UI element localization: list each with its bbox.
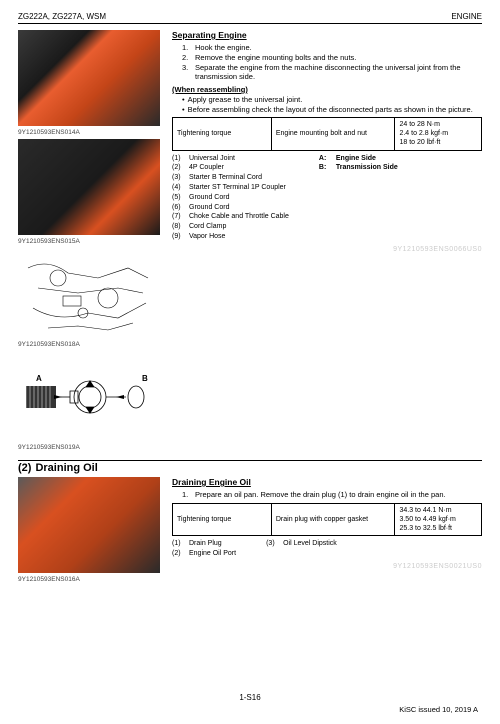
torque-table-1: Tightening torque Engine mounting bolt a… <box>172 117 482 150</box>
figure-1-caption: 9Y1210593ENS014A <box>18 129 166 136</box>
legend-col-left: (1)Universal Joint (2)4P Coupler (3)Star… <box>172 154 289 242</box>
bullet-item: •Before assembling check the layout of t… <box>182 105 482 115</box>
left-column: 9Y1210593ENS014A 9Y1210593ENS015A 9Y1210… <box>18 30 166 454</box>
section-divider: (2) Draining Oil <box>18 460 482 474</box>
watermark-1: 9Y1210593ENS0066US0 <box>172 245 482 254</box>
figure-3-caption: 9Y1210593ENS018A <box>18 341 166 348</box>
step-item: 1.Prepare an oil pan. Remove the drain p… <box>182 490 482 500</box>
step-num: 1. <box>182 43 192 53</box>
table-row: Tightening torque Engine mounting bolt a… <box>173 118 482 150</box>
step-text: Separate the engine from the machine dis… <box>195 63 482 83</box>
torque-values: 24 to 28 N·m 2.4 to 2.8 kgf·m 18 to 20 l… <box>395 118 482 150</box>
reassembling-head: (When reassembling) <box>172 85 482 95</box>
legend-item: A:Engine Side <box>319 154 398 164</box>
torque-val: 2.4 to 2.8 kgf·m <box>399 129 477 138</box>
torque-item: Engine mounting bolt and nut <box>271 118 395 150</box>
torque-val: 18 to 20 lbf·ft <box>399 138 477 147</box>
step-num: 3. <box>182 63 192 83</box>
legend-item: (7)Choke Cable and Throttle Cable <box>172 212 289 222</box>
step-num: 2. <box>182 53 192 63</box>
header-rule <box>18 23 482 24</box>
drain-title: Draining Engine Oil <box>172 477 482 488</box>
legend-1: (1)Universal Joint (2)4P Coupler (3)Star… <box>172 154 482 242</box>
figure-4: A B <box>18 351 160 443</box>
legend-item: (8)Cord Clamp <box>172 222 289 232</box>
figure-1 <box>18 30 160 126</box>
watermark-2: 9Y1210593ENS0021US0 <box>172 562 482 571</box>
legend-col-left: (1)Drain Plug (2)Engine Oil Port <box>172 539 236 559</box>
bullet-dot: • <box>182 95 185 105</box>
legend-item: (2)Engine Oil Port <box>172 549 236 559</box>
torque-values: 34.3 to 44.1 N·m 3.50 to 4.49 kgf·m 25.3… <box>395 503 482 535</box>
header-row: ZG222A, ZG227A, WSM ENGINE <box>18 12 482 21</box>
torque-val: 3.50 to 4.49 kgf·m <box>399 515 477 524</box>
legend-item: (1)Drain Plug <box>172 539 236 549</box>
legend-col-right: (3)Oil Level Dipstick <box>266 539 337 559</box>
step-text: Remove the engine mounting bolts and the… <box>195 53 356 63</box>
legend-col-right: A:Engine Side B:Transmission Side <box>319 154 398 242</box>
reassembling-bullets: •Apply grease to the universal joint. •B… <box>182 95 482 115</box>
legend-item: (4)Starter ST Terminal 1P Coupler <box>172 183 289 193</box>
legend-item: (3)Starter B Terminal Cord <box>172 173 289 183</box>
legend-2: (1)Drain Plug (2)Engine Oil Port (3)Oil … <box>172 539 482 559</box>
section-number: (2) <box>18 462 31 474</box>
bullet-text: Apply grease to the universal joint. <box>188 95 303 105</box>
step-item: 3.Separate the engine from the machine d… <box>182 63 482 83</box>
drain-steps: 1.Prepare an oil pan. Remove the drain p… <box>182 490 482 500</box>
figure-2-caption: 9Y1210593ENS015A <box>18 238 166 245</box>
issue-note: KiSC issued 10, 2019 A <box>399 705 478 714</box>
diagram-label-b: B <box>142 374 148 383</box>
torque-label: Tightening torque <box>173 503 272 535</box>
page: ZG222A, ZG227A, WSM ENGINE 9Y1210593ENS0… <box>0 0 500 724</box>
content-2: 9Y1210593ENS016A Draining Engine Oil 1.P… <box>18 477 482 586</box>
diagram-label-a: A <box>36 374 42 383</box>
step-item: 1.Hook the engine. <box>182 43 482 53</box>
bullet-item: •Apply grease to the universal joint. <box>182 95 482 105</box>
right-column: Separating Engine 1.Hook the engine. 2.R… <box>172 30 482 454</box>
legend-item: (3)Oil Level Dipstick <box>266 539 337 549</box>
table-row: Tightening torque Drain plug with copper… <box>173 503 482 535</box>
step-text: Prepare an oil pan. Remove the drain plu… <box>195 490 446 500</box>
legend-item: (5)Ground Cord <box>172 193 289 203</box>
legend-item: (2)4P Coupler <box>172 163 289 173</box>
torque-item: Drain plug with copper gasket <box>271 503 395 535</box>
legend-item: (1)Universal Joint <box>172 154 289 164</box>
figure-2 <box>18 139 160 235</box>
figure-4-caption: 9Y1210593ENS019A <box>18 444 166 451</box>
legend-item: (6)Ground Cord <box>172 203 289 213</box>
left-column-2: 9Y1210593ENS016A <box>18 477 166 586</box>
legend-item: (9)Vapor Hose <box>172 232 289 242</box>
figure-5 <box>18 477 160 573</box>
line-diagram-2: A B <box>18 351 160 443</box>
separating-title: Separating Engine <box>172 30 482 41</box>
figure-3 <box>18 248 160 340</box>
bullet-dot: • <box>182 105 185 115</box>
page-number: 1-S16 <box>0 693 500 702</box>
bullet-text: Before assembling check the layout of th… <box>188 105 473 115</box>
content: 9Y1210593ENS014A 9Y1210593ENS015A 9Y1210… <box>18 30 482 454</box>
torque-label: Tightening torque <box>173 118 272 150</box>
torque-val: 25.3 to 32.5 lbf·ft <box>399 524 477 533</box>
torque-val: 24 to 28 N·m <box>399 120 477 129</box>
header-left: ZG222A, ZG227A, WSM <box>18 12 106 21</box>
legend-item: B:Transmission Side <box>319 163 398 173</box>
right-column-2: Draining Engine Oil 1.Prepare an oil pan… <box>172 477 482 586</box>
section-title: Draining Oil <box>35 462 97 474</box>
line-diagram-1 <box>18 248 160 340</box>
step-num: 1. <box>182 490 192 500</box>
figure-5-caption: 9Y1210593ENS016A <box>18 576 166 583</box>
torque-val: 34.3 to 44.1 N·m <box>399 506 477 515</box>
step-text: Hook the engine. <box>195 43 252 53</box>
header-right: ENGINE <box>451 12 482 21</box>
step-item: 2.Remove the engine mounting bolts and t… <box>182 53 482 63</box>
torque-table-2: Tightening torque Drain plug with copper… <box>172 503 482 536</box>
separating-steps: 1.Hook the engine. 2.Remove the engine m… <box>182 43 482 82</box>
